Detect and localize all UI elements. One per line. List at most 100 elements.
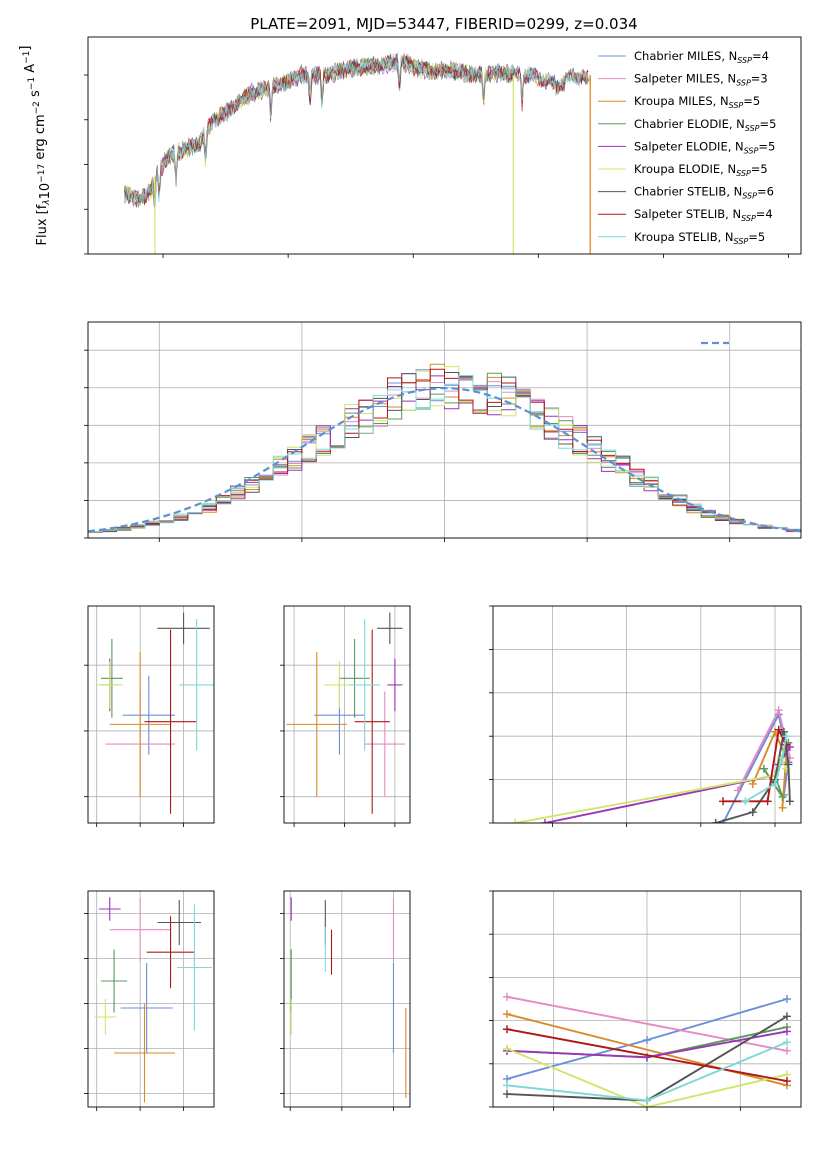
- legend-label: Salpeter ELODIE, NSSP=5: [634, 139, 775, 155]
- axes-frame: [283, 605, 411, 824]
- weight-marker: [503, 1010, 511, 1019]
- y-axis-label: Flux [fλ10−17 erg cm−2 s−1 A−1]: [18, 46, 53, 246]
- axes-frame: [87, 321, 802, 539]
- legend-sub: SSP: [742, 192, 757, 201]
- legend-count: =5: [743, 94, 760, 108]
- axes-spectrum: Flux [fλ10−17 erg cm−2 s−1 A−1]: [18, 46, 789, 258]
- weight-marker: [784, 760, 793, 769]
- weight-marker: [771, 779, 780, 788]
- weight-marker: [783, 1077, 791, 1086]
- y-label-part: −17: [37, 164, 47, 183]
- weight-marker: [540, 819, 549, 823]
- weight-marker: [783, 995, 791, 1003]
- normal-curve: [88, 386, 801, 533]
- legend-sub: SSP: [734, 237, 749, 246]
- y-label-part: ]: [18, 46, 33, 51]
- weight-lines-weight-vs-Z: [503, 992, 791, 1107]
- legend-sub: SSP: [736, 169, 751, 178]
- weight-marker: [782, 740, 791, 749]
- weight-line-salpeter-stelib: [506, 1028, 788, 1083]
- errorbars-mass-vs-EBV: [290, 897, 407, 1098]
- legend-count: =3: [751, 72, 768, 86]
- weight-marker: [783, 1046, 791, 1055]
- axes-age-vs-mass: [280, 606, 410, 827]
- weight-marker: [783, 1038, 791, 1047]
- weight-marker: [774, 706, 783, 715]
- spectrum-lines: [123, 52, 591, 254]
- errorbars-mass-vs-Z: [94, 897, 212, 1103]
- legend-text: Salpeter MILES, N: [634, 72, 736, 86]
- weight-line-chabrier-stelib: [715, 731, 791, 823]
- weight-marker: [748, 808, 757, 817]
- legend-sub: SSP: [744, 146, 759, 155]
- histograms: [88, 363, 801, 538]
- weight-marker: [719, 797, 728, 806]
- y-label-part: −1: [22, 51, 32, 64]
- legend-count: =4: [752, 49, 769, 63]
- legend-label: Kroupa ELODIE, NSSP=5: [634, 162, 768, 178]
- axes-frame: [492, 890, 802, 1108]
- weight-marker: [778, 803, 787, 812]
- y-label-part: −1: [27, 77, 37, 90]
- y-label-part: λ: [42, 199, 52, 205]
- legend-text: Chabrier STELIB, N: [634, 185, 742, 199]
- weight-marker: [783, 1012, 791, 1021]
- weight-marker: [733, 786, 742, 795]
- weight-line-kroupa-miles: [506, 1013, 788, 1087]
- weight-marker: [503, 1025, 511, 1034]
- axes-frame: [492, 605, 802, 824]
- legend-text: Salpeter ELODIE, N: [634, 139, 744, 153]
- legend-text: Chabrier MILES, N: [634, 49, 737, 63]
- legend-count: =5: [748, 230, 765, 244]
- legend-sub: SSP: [745, 124, 760, 133]
- weight-line-kroupa-stelib: [744, 736, 788, 803]
- weight-marker: [785, 797, 794, 806]
- weight-marker: [503, 1044, 511, 1053]
- weight-line-kroupa-elodie: [506, 1047, 788, 1107]
- axes-frame: [87, 605, 215, 824]
- errorbars-age-vs-mass: [286, 612, 405, 814]
- weight-marker: [778, 792, 787, 801]
- legend-label: Chabrier ELODIE, NSSP=5: [634, 117, 776, 133]
- legend-text: Salpeter STELIB, N: [634, 207, 741, 221]
- weight-marker: [778, 753, 787, 762]
- weight-marker: [748, 779, 757, 788]
- weight-marker: [782, 732, 791, 741]
- y-label-part: 10: [38, 183, 53, 200]
- weight-marker: [779, 727, 788, 736]
- errorbars-age-vs-Z: [96, 612, 214, 814]
- legend-count: =5: [758, 139, 775, 153]
- weight-marker: [503, 1090, 511, 1099]
- weight-line-salpeter-miles: [506, 995, 788, 1052]
- weight-marker: [643, 1036, 651, 1045]
- legend-count: =5: [751, 162, 768, 176]
- weight-marker: [643, 1096, 651, 1105]
- spectrum-line-kroupa-stelib: [123, 56, 589, 208]
- legend-count: =5: [760, 117, 777, 131]
- legend-label: Chabrier MILES, NSSP=4: [634, 49, 769, 65]
- legend-label: Salpeter STELIB, NSSP=4: [634, 207, 773, 223]
- weight-marker: [511, 819, 520, 823]
- legend-label: Kroupa STELIB, NSSP=5: [634, 230, 765, 246]
- weight-lines-weight-vs-age: [511, 706, 794, 823]
- legend-text: Kroupa MILES, N: [634, 94, 729, 108]
- weight-marker: [763, 797, 772, 806]
- axes-frame: [283, 890, 411, 1108]
- legend-text: Kroupa ELODIE, N: [634, 162, 736, 176]
- legend-sub: SSP: [736, 79, 751, 88]
- axes-mass-vs-Z: [84, 891, 214, 1111]
- legend-count: =4: [756, 207, 773, 221]
- legend-text: Kroupa STELIB, N: [634, 230, 734, 244]
- legend-sub: SSP: [737, 56, 752, 65]
- legend-sub: SSP: [729, 101, 744, 110]
- legend-label: Salpeter MILES, NSSP=3: [634, 72, 768, 88]
- weight-marker: [503, 992, 511, 1001]
- legend-label: Kroupa MILES, NSSP=5: [634, 94, 760, 110]
- legend-label: Chabrier STELIB, NSSP=6: [634, 185, 774, 201]
- y-label-part: Flux [f: [35, 204, 50, 245]
- y-label-part: erg cm: [33, 114, 48, 163]
- weight-marker: [759, 764, 768, 773]
- legend-sub: SSP: [741, 214, 756, 223]
